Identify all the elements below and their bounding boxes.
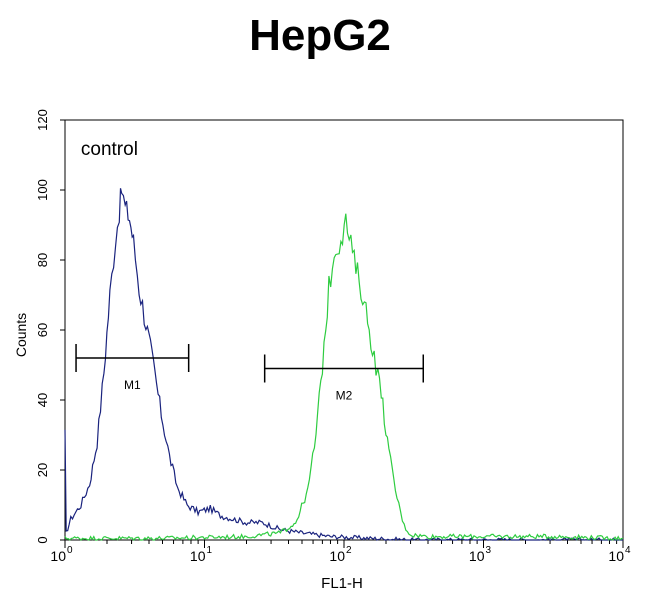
gate-label: M2: [336, 389, 353, 403]
histogram-trace-1: [64, 188, 623, 541]
y-tick-label: 100: [35, 179, 50, 201]
chart-title: HepG2: [249, 11, 391, 60]
y-tick-label: 0: [35, 536, 50, 543]
y-tick-label: 120: [35, 109, 50, 131]
x-tick-label-base: 10: [469, 548, 485, 564]
x-tick-label-base: 10: [608, 548, 624, 564]
y-tick-label: 40: [35, 393, 50, 407]
annotations: control: [81, 139, 138, 160]
control-label: control: [81, 139, 138, 160]
x-tick-label-exponent: 2: [346, 545, 352, 556]
x-tick-label-base: 10: [50, 548, 66, 564]
histogram-trace-2: [64, 213, 624, 541]
x-tick-label-exponent: 0: [67, 545, 73, 556]
y-tick-label: 20: [35, 463, 50, 477]
x-axis-ticks: 10 0 10 1 10 2 10 3 10 4: [50, 540, 631, 564]
y-axis-label: Counts: [13, 313, 29, 357]
x-tick-label-base: 10: [329, 548, 345, 564]
x-tick-label-exponent: 3: [486, 545, 492, 556]
x-tick-label-exponent: 1: [207, 545, 213, 556]
gate-markers: M1 M2: [75, 344, 425, 403]
x-axis-label: FL1-H: [321, 575, 363, 592]
series-layer: [64, 188, 624, 541]
y-tick-label: 60: [35, 323, 50, 337]
x-tick-label-base: 10: [190, 548, 206, 564]
gate-label: M1: [124, 378, 141, 392]
y-axis-ticks: 0 20 40 60 80 100 120: [35, 109, 65, 544]
y-tick-label: 80: [35, 253, 50, 267]
x-tick-label-exponent: 4: [625, 545, 631, 556]
